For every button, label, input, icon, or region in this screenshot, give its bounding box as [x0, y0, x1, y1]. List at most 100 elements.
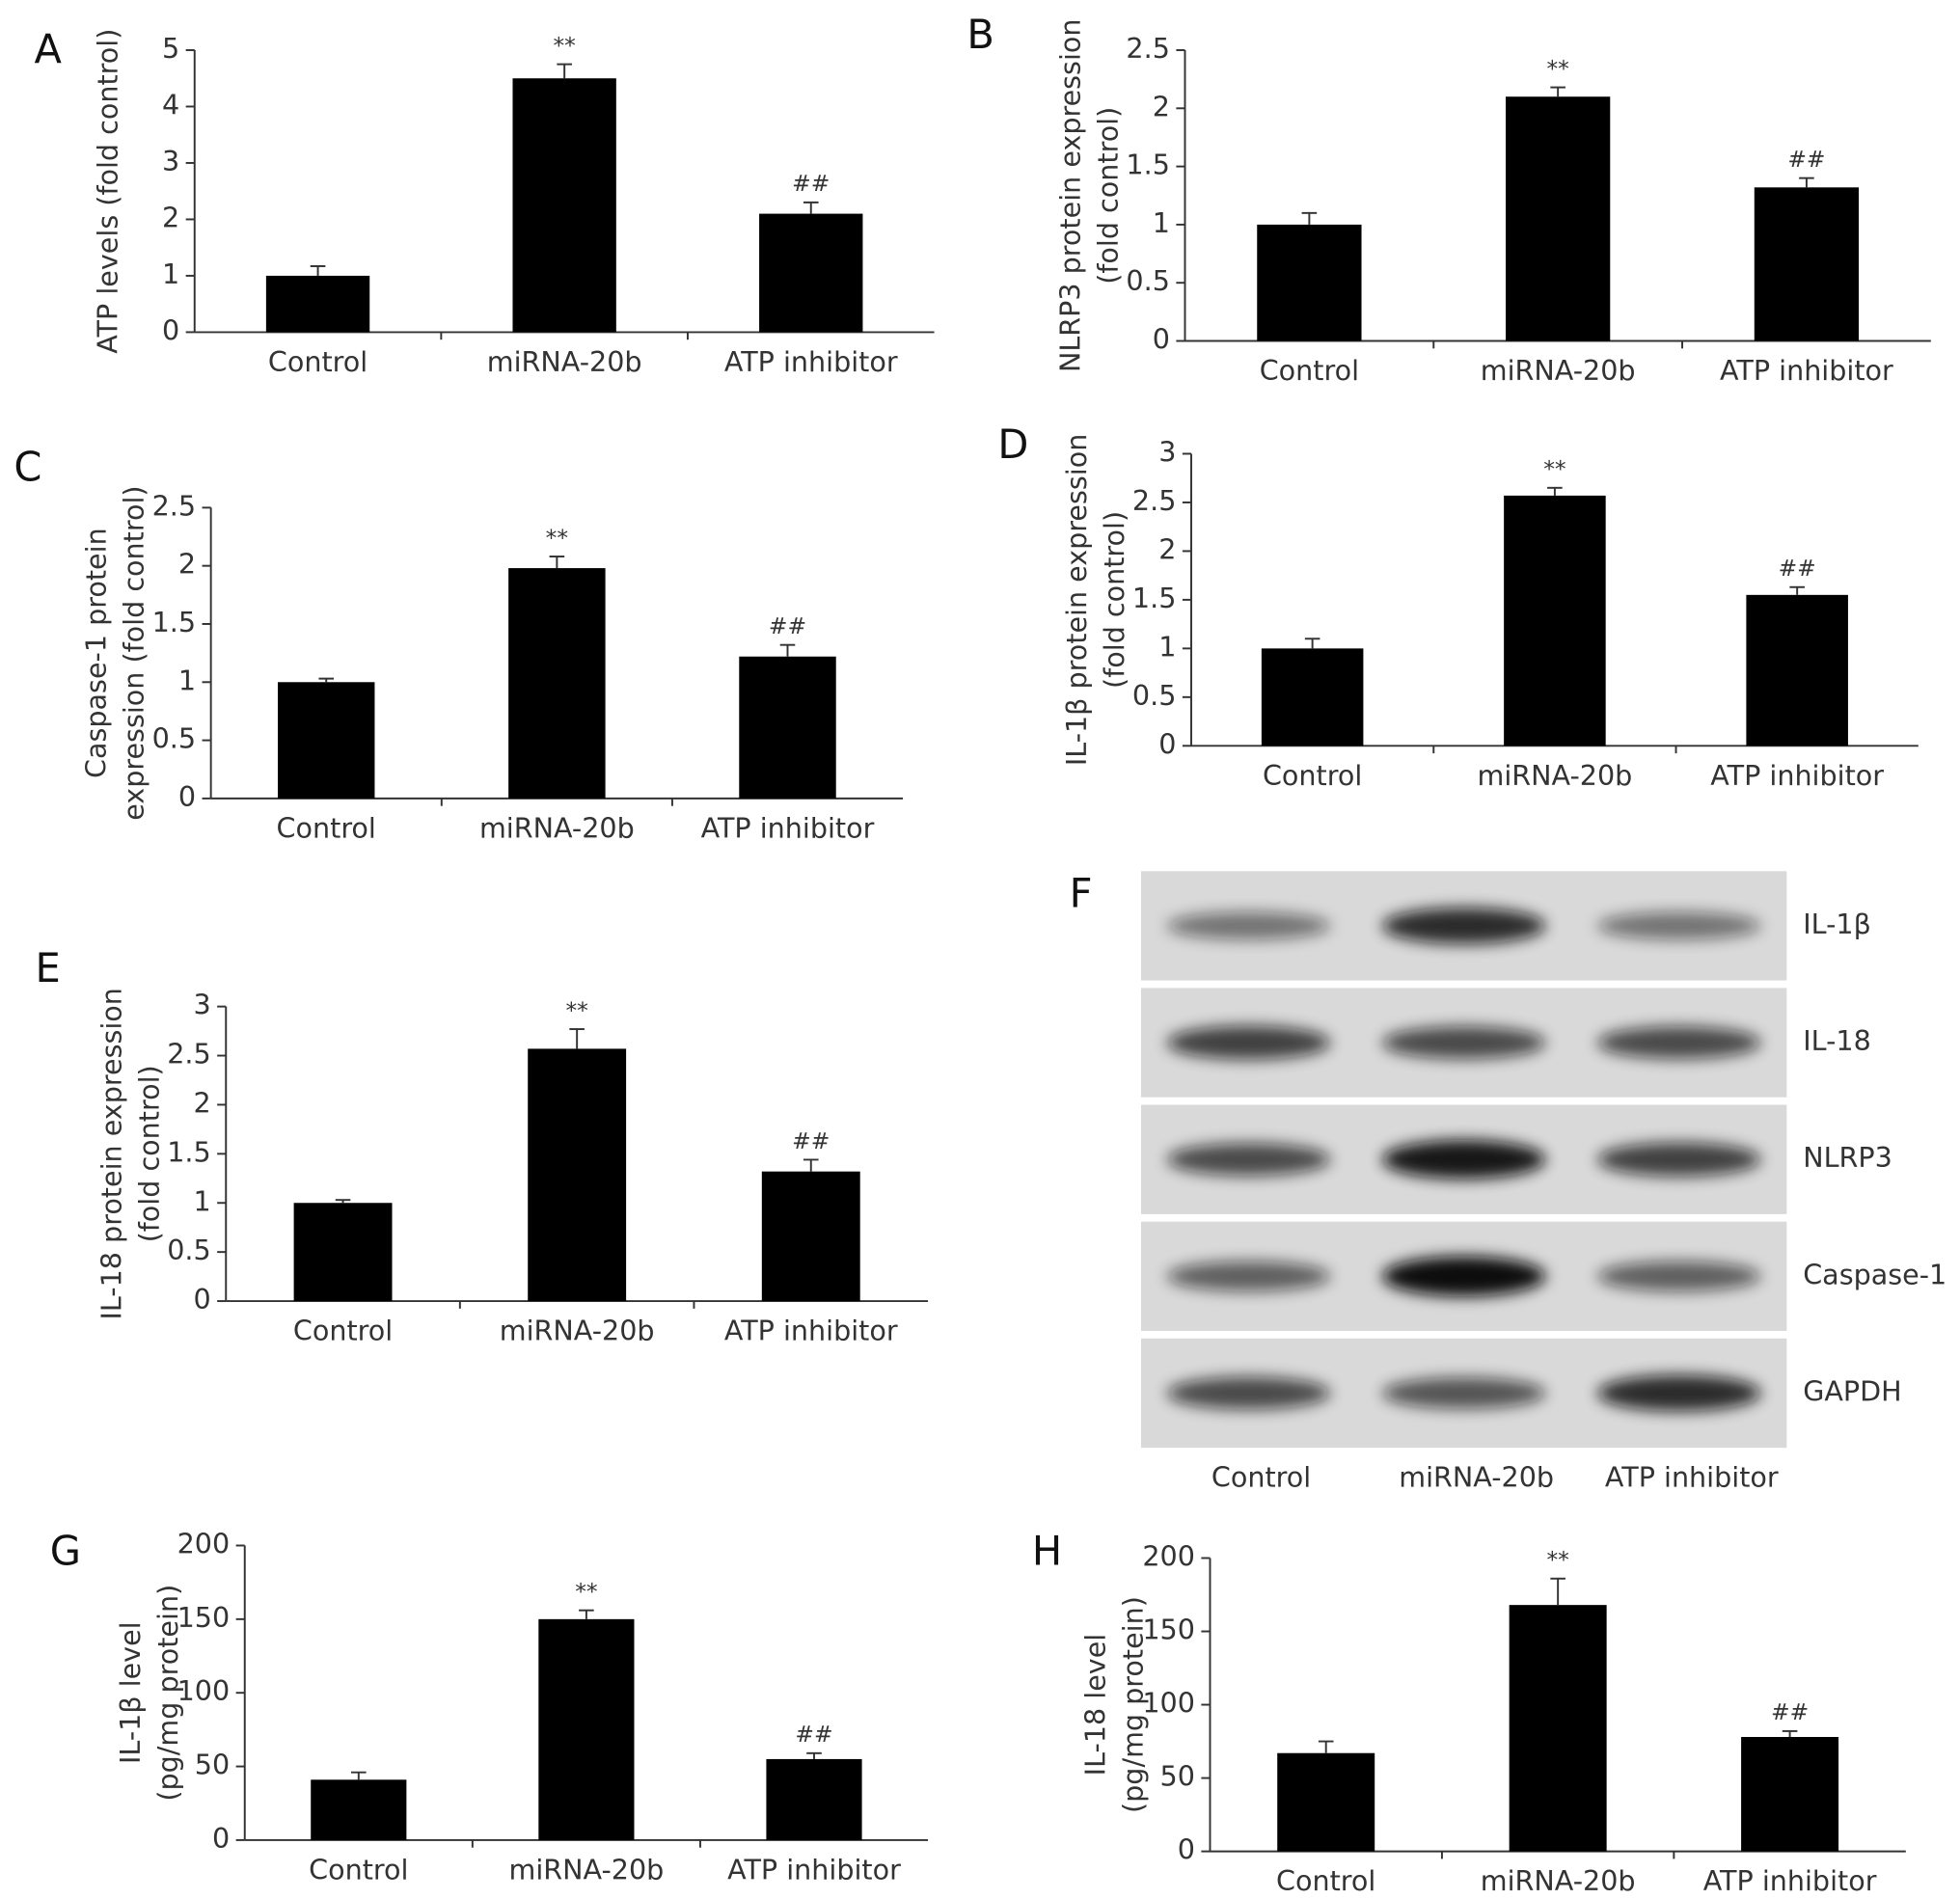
blot-band — [1381, 1026, 1546, 1059]
panel-label: F — [1070, 869, 1093, 916]
blot-band — [1597, 911, 1761, 940]
significance-label: ## — [1771, 1698, 1809, 1725]
y-axis-label: IL-18 level — [1079, 1634, 1112, 1777]
y-tick-label: 1.5 — [1132, 582, 1176, 614]
x-tick-label: ATP inhibitor — [724, 1315, 898, 1347]
blot-band — [1597, 1261, 1761, 1291]
significance-label: ## — [1787, 146, 1825, 173]
y-tick-label: 0 — [162, 313, 179, 346]
y-tick-label: 1 — [1153, 206, 1170, 239]
significance-label: ## — [792, 170, 830, 197]
y-axis-label: expression (fold control) — [118, 485, 150, 820]
x-tick-label: Control — [277, 811, 376, 844]
y-tick-label: 4 — [162, 88, 179, 121]
lane-label: ATP inhibitor — [1605, 1461, 1779, 1494]
bar — [761, 1171, 860, 1302]
y-tick-label: 0.5 — [1132, 679, 1176, 712]
significance-label: ** — [553, 32, 575, 59]
y-tick-label: 200 — [177, 1527, 231, 1560]
y-tick-label: 0 — [1178, 1833, 1195, 1866]
band-label: NLRP3 — [1803, 1141, 1892, 1174]
y-tick-label: 2.5 — [1132, 484, 1176, 517]
significance-label: ** — [1543, 455, 1565, 482]
y-tick-label: 2.5 — [167, 1038, 210, 1071]
x-tick-label: ATP inhibitor — [701, 811, 875, 844]
y-tick-label: 3 — [162, 145, 179, 177]
panel-label: E — [36, 944, 61, 991]
y-tick-label: 1 — [162, 258, 179, 290]
band-label: GAPDH — [1803, 1374, 1901, 1407]
significance-label: ## — [792, 1127, 830, 1154]
panel-label: G — [50, 1528, 81, 1575]
panel-label: A — [34, 26, 62, 73]
x-tick-label: miRNA-20b — [487, 345, 642, 378]
bar — [739, 656, 836, 799]
blot-band — [1166, 1261, 1331, 1291]
y-tick-label: 200 — [1142, 1539, 1195, 1572]
y-axis-label: NLRP3 protein expression — [1054, 19, 1087, 372]
y-axis-label: (fold control) — [132, 1065, 165, 1242]
x-tick-label: Control — [1260, 354, 1359, 387]
bar — [1509, 1605, 1607, 1852]
blot-band — [1381, 908, 1546, 944]
bar — [311, 1779, 407, 1840]
bar — [528, 1048, 627, 1302]
y-tick-label: 0 — [178, 780, 196, 813]
y-axis-label: (fold control) — [1098, 511, 1130, 689]
y-tick-label: 3 — [1158, 435, 1176, 468]
y-tick-label: 0 — [212, 1822, 230, 1855]
y-tick-label: 1.5 — [167, 1135, 210, 1168]
significance-label: ** — [565, 996, 587, 1023]
x-tick-label: miRNA-20b — [500, 1315, 655, 1347]
significance-label: ** — [1546, 55, 1568, 82]
blot-band — [1597, 1026, 1761, 1059]
panel-label: B — [966, 11, 994, 58]
x-tick-label: miRNA-20b — [1481, 354, 1636, 387]
bar — [1261, 648, 1364, 746]
x-tick-label: miRNA-20b — [479, 811, 635, 844]
y-tick-label: 2 — [162, 201, 179, 233]
bar — [759, 213, 863, 333]
y-tick-label: 2.5 — [1126, 32, 1169, 65]
band-label: IL-1β — [1803, 908, 1871, 940]
x-tick-label: Control — [1276, 1864, 1375, 1897]
x-tick-label: ATP inhibitor — [1710, 759, 1884, 792]
blot-band — [1381, 1256, 1546, 1297]
bar — [538, 1618, 635, 1840]
bar — [278, 682, 375, 799]
panel-label: C — [14, 443, 41, 490]
y-axis-label: (pg/mg protein) — [1117, 1596, 1150, 1813]
blot-band — [1166, 1025, 1331, 1060]
y-tick-label: 2 — [193, 1086, 210, 1119]
x-tick-label: Control — [293, 1315, 393, 1347]
band-label: Caspase-1 — [1803, 1258, 1946, 1290]
lane-label: miRNA-20b — [1399, 1461, 1554, 1494]
y-axis-label: Caspase-1 protein — [80, 528, 113, 778]
y-tick-label: 3 — [193, 989, 210, 1021]
y-tick-label: 0 — [1158, 727, 1176, 760]
blot-band — [1597, 1142, 1761, 1177]
bar — [1277, 1752, 1375, 1852]
y-tick-label: 0 — [1153, 323, 1170, 356]
bar — [766, 1758, 862, 1840]
blot-band — [1166, 1143, 1331, 1177]
y-tick-label: 0 — [193, 1283, 210, 1316]
significance-label: ## — [769, 612, 806, 639]
y-tick-label: 2 — [178, 548, 196, 581]
x-tick-label: Control — [309, 1853, 408, 1885]
x-tick-label: ATP inhibitor — [724, 345, 898, 378]
x-tick-label: miRNA-20b — [509, 1853, 665, 1885]
x-tick-label: ATP inhibitor — [1703, 1864, 1877, 1897]
y-tick-label: 5 — [162, 32, 179, 65]
y-tick-label: 50 — [1160, 1760, 1195, 1793]
bar — [508, 568, 606, 799]
bar — [512, 78, 616, 333]
panel-label: H — [1032, 1528, 1062, 1575]
bar — [1741, 1737, 1839, 1852]
y-tick-label: 0.5 — [1126, 264, 1169, 297]
bar — [293, 1203, 393, 1302]
bar — [1504, 495, 1606, 746]
blot-band — [1381, 1377, 1546, 1409]
y-tick-label: 150 — [177, 1601, 231, 1634]
bar — [1746, 594, 1848, 746]
